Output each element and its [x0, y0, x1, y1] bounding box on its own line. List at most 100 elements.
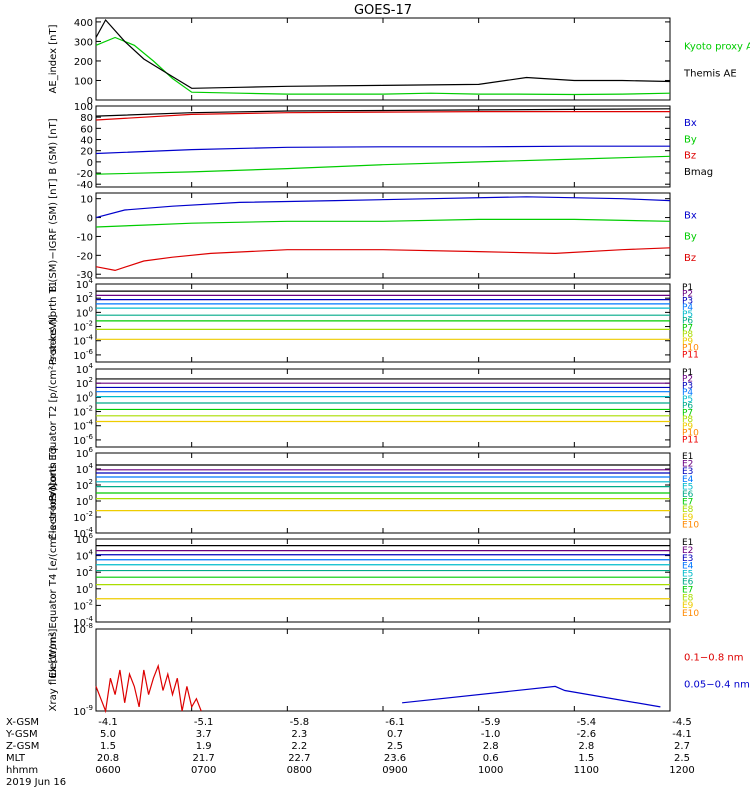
orbit-cell: -4.5	[672, 717, 692, 728]
series-0-1-0-8-nm	[95, 663, 202, 714]
panel-frame	[95, 17, 671, 101]
panel-8: 10-8 10-9 Xray flux [W/m²] 0.1−0.8 nm 0.05−0…	[48, 622, 750, 718]
y-tick-label: 104	[76, 362, 94, 376]
orbit-cell: 2.2	[291, 741, 307, 752]
legend-E1: E1	[682, 538, 693, 548]
legend-by: By	[684, 232, 697, 243]
orbit-cell: 1.9	[196, 741, 212, 752]
panel-1: 0 100 200 300 400 AE_index [nT] Kyoto proxy AE…	[48, 17, 750, 107]
legend-E3: E3	[682, 467, 693, 477]
plot-title: GOES-17	[354, 3, 412, 18]
legend-E5: E5	[682, 482, 693, 492]
legend-bx: Bx	[684, 210, 697, 221]
panel-legend: Bx By Bz	[684, 210, 697, 264]
series-kyoto-proxy-ae	[95, 36, 671, 96]
y-tick-label: 104	[76, 549, 94, 563]
legend-E9: E9	[682, 601, 694, 611]
orbit-cell: 0.6	[483, 753, 499, 764]
y-tick-label: 100	[76, 582, 93, 596]
orbit-row-label: MLT	[6, 753, 26, 764]
legend-P1: P1	[682, 283, 693, 293]
y-tick-label: 0	[87, 158, 93, 169]
orbit-cell: 1100	[574, 765, 599, 776]
legend-E7: E7	[682, 585, 693, 595]
orbit-row-label: X-GSM	[6, 717, 39, 728]
orbit-row-label: Z-GSM	[6, 741, 39, 752]
legend-E3: E3	[682, 554, 693, 564]
legend-E10: E10	[682, 520, 699, 530]
y-axis-label: Electrons Equator T4 [e/(cm²-s-sr-keV)]	[48, 483, 59, 678]
series-bz	[95, 247, 671, 272]
orbit-table: X-GSM -4.1 -5.1 -5.8 -6.1 -5.9 -5.4 -4.5 Y-GSM 5.…	[5, 717, 695, 788]
y-tick-label: -40	[77, 180, 93, 191]
legend-E5: E5	[682, 570, 693, 580]
orbit-cell: -5.8	[290, 717, 310, 728]
orbit-cell: -5.1	[194, 717, 214, 728]
y-tick-label: -30	[77, 270, 93, 281]
y-tick-label: 10-6	[73, 433, 93, 447]
y-tick-label: 10-9	[73, 704, 93, 718]
series-0-05-0-4-nm	[402, 685, 661, 708]
y-axis-label: Protons Equator T2 [p/(cm²-s-sr-keV)]	[48, 315, 59, 502]
y-tick-label: 10-6	[73, 348, 93, 362]
y-tick-label: 10-4	[73, 419, 93, 433]
y-tick-label: 200	[74, 57, 93, 68]
orbit-cell: 2.5	[387, 741, 403, 752]
y-tick-label: 10-8	[73, 622, 93, 636]
orbit-cell: -4.1	[98, 717, 118, 728]
legend-0-1-0-8-nm: 0.1−0.8 nm	[684, 652, 743, 663]
series-by	[95, 218, 671, 228]
y-tick-label: 100	[76, 305, 93, 319]
legend-P9: P9	[682, 337, 693, 347]
y-tick-label: 0	[87, 214, 93, 225]
legend-P11: P11	[682, 350, 699, 360]
legend-bx: Bx	[684, 118, 697, 129]
orbit-cell: 21.7	[193, 753, 215, 764]
y-axis-label: B (SM) [nT]	[48, 118, 59, 174]
legend-P1: P1	[682, 368, 693, 378]
orbit-cell: 1.5	[100, 741, 116, 752]
orbit-cell: 0700	[191, 765, 216, 776]
panel-frame	[95, 368, 671, 448]
y-tick-label: 106	[76, 446, 94, 460]
y-axis-label: Xray flux [W/m²]	[48, 629, 59, 712]
orbit-cell: 23.6	[384, 753, 406, 764]
y-tick-label: 300	[74, 37, 93, 48]
orbit-cell: 1200	[669, 765, 694, 776]
orbit-row-label: hhmm	[6, 765, 38, 776]
y-tick-label: 104	[76, 277, 94, 291]
legend-P7: P7	[682, 323, 693, 333]
y-tick-label: -20	[77, 169, 93, 180]
y-tick-label: 10-2	[73, 510, 93, 524]
date-label: 2019 Jun 16	[6, 777, 66, 788]
legend-P10: P10	[682, 344, 699, 354]
orbit-cell: 22.7	[288, 753, 310, 764]
orbit-cell: 2.8	[578, 741, 594, 752]
y-tick-label: 60	[80, 124, 93, 135]
legend-bz: Bz	[684, 151, 696, 162]
panel-frame	[95, 538, 671, 623]
panel-frame	[95, 628, 671, 712]
series-bx	[95, 196, 671, 219]
orbit-cell: 0.7	[387, 729, 403, 740]
orbit-cell: 2.8	[483, 741, 499, 752]
y-tick-label: -20	[77, 251, 93, 262]
legend-E9: E9	[682, 513, 694, 523]
y-tick-label: 100	[76, 390, 93, 404]
y-tick-label: 102	[76, 376, 93, 390]
y-axis-label: Protons North T1	[48, 281, 59, 365]
panel-legend: 0.1−0.8 nm 0.05−0.4 nm	[684, 652, 750, 690]
legend-P11: P11	[682, 435, 699, 445]
legend-E6: E6	[682, 490, 694, 500]
panel-3: -30 -20 -10 0 10 B (SM)−IGRF (SM) [nT] Bx By Bz	[48, 178, 697, 292]
series-bx	[95, 145, 670, 155]
legend-P3: P3	[682, 296, 693, 306]
y-tick-label: 104	[76, 462, 94, 476]
y-tick-label: 10-2	[73, 598, 93, 612]
y-tick-label: 100	[76, 494, 93, 508]
y-tick-label: 10-4	[73, 334, 93, 348]
legend-P8: P8	[682, 330, 693, 340]
series-bz	[95, 110, 670, 121]
